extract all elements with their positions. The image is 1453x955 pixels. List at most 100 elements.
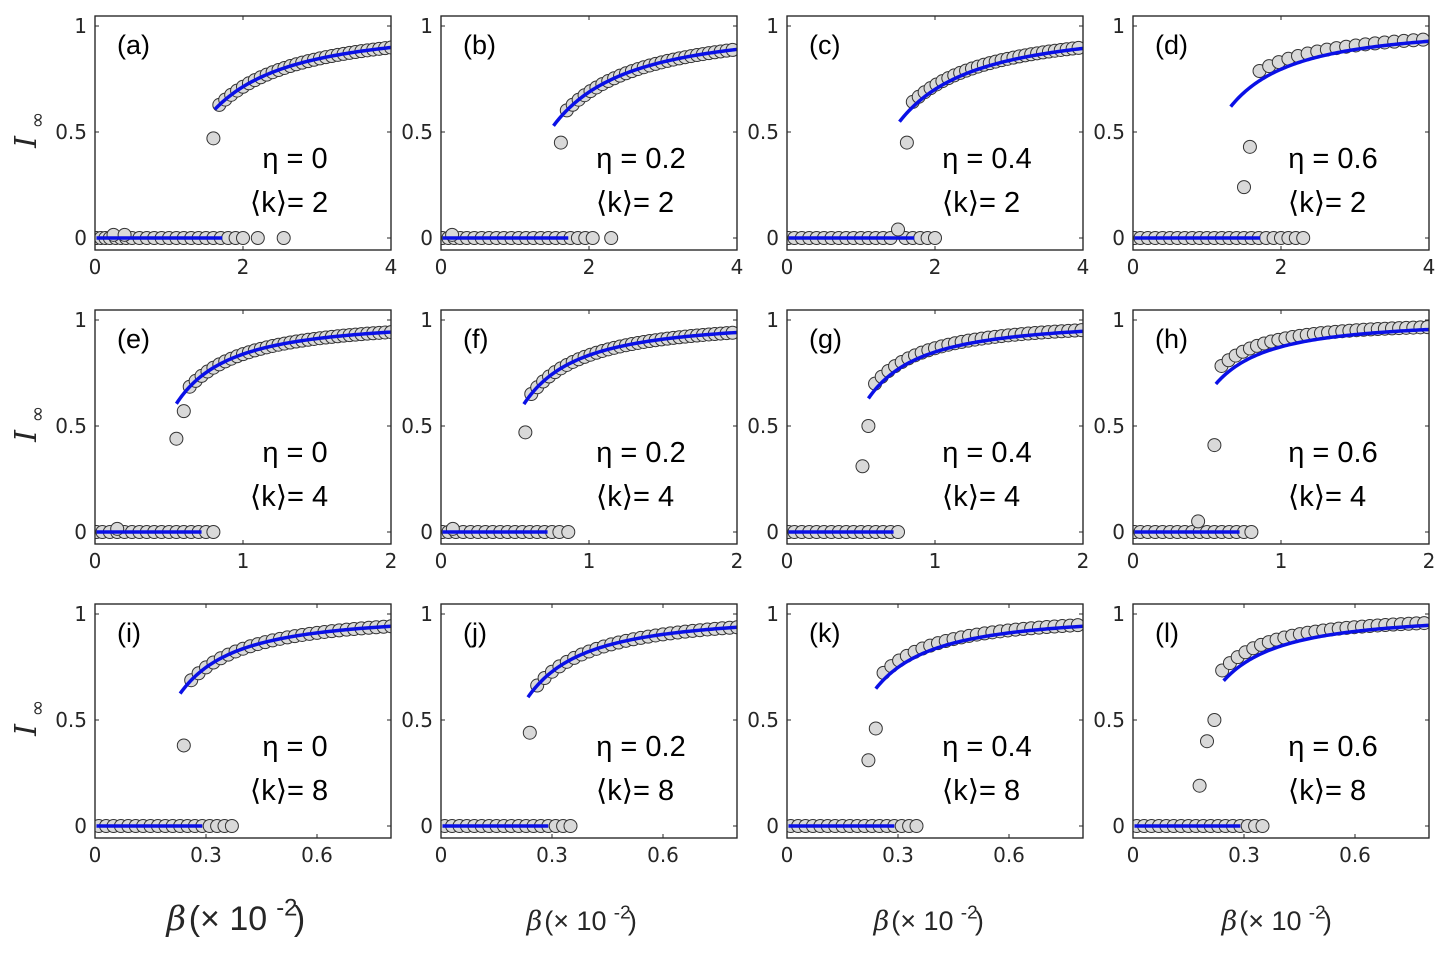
- ytick-label: 0.5: [401, 120, 433, 144]
- eta-annotation: η = 0: [262, 731, 327, 763]
- ytick-label: 0.5: [1093, 120, 1125, 144]
- xtick-label: 2: [929, 255, 942, 279]
- data-point: [206, 131, 221, 146]
- y-axis-label-subscript: ∞: [25, 112, 49, 129]
- panel-label: (i): [117, 618, 141, 648]
- data-point: [1296, 231, 1311, 245]
- plot-area: [787, 323, 1083, 539]
- data-point: [1420, 320, 1429, 335]
- ytick-label: 1: [1112, 14, 1125, 38]
- data-point: [1191, 514, 1206, 529]
- ytick-label: 0: [74, 226, 87, 250]
- xtick-label: 2: [1423, 549, 1436, 573]
- y-axis-label-subscript: ∞: [25, 406, 49, 423]
- x-axis-label-exponent: -2: [614, 903, 631, 924]
- axes-frame: [786, 603, 1084, 839]
- panel-e: 0 0.5 1 0 1 2 (e) η = 0 ⟨k⟩= 4: [55, 308, 397, 573]
- theory-curve: [874, 624, 1083, 690]
- k-annotation: ⟨k⟩= 8: [1288, 775, 1366, 807]
- ytick-label: 0: [420, 814, 433, 838]
- x-axis-label-text: (× 10: [891, 906, 953, 936]
- panel-label: (d): [1155, 30, 1188, 60]
- xtick-label: 0: [781, 843, 794, 867]
- eta-annotation: η = 0.6: [1288, 143, 1378, 175]
- data-point: [250, 231, 265, 245]
- k-annotation: ⟨k⟩= 2: [942, 187, 1020, 219]
- axes-frame: [1132, 603, 1430, 839]
- ytick-label: 0: [74, 520, 87, 544]
- ytick-label: 0: [1112, 814, 1125, 838]
- panel-l: 0 0.5 1 0 0.3 0.6 (l) η = 0.6 ⟨k⟩= 8: [1093, 602, 1430, 867]
- axes-box: [440, 603, 738, 839]
- ytick-label: 0.5: [401, 708, 433, 732]
- data-point: [276, 231, 291, 245]
- data-point: [909, 819, 924, 833]
- eta-annotation: η = 0.2: [596, 437, 686, 469]
- data-point: [518, 425, 533, 440]
- x-axis-label-symbol: β: [1221, 906, 1238, 937]
- k-annotation: ⟨k⟩= 8: [942, 775, 1020, 807]
- data-point: [1416, 32, 1429, 47]
- panel-label: (e): [117, 324, 150, 354]
- xtick-label: 0: [435, 843, 448, 867]
- x-axis-label-symbol: β: [526, 906, 543, 937]
- axes-frame: [440, 15, 738, 251]
- y-axis-label: I∞: [9, 112, 49, 149]
- panel-b: 0 0.5 1 0 2 4 (b) η = 0.2 ⟨k⟩= 2: [401, 14, 743, 279]
- panel-label: (l): [1155, 618, 1179, 648]
- plot-area: [1133, 320, 1429, 539]
- x-axis-label-close: ): [1323, 906, 1332, 936]
- axes-frame: [440, 603, 738, 839]
- plot-area: [441, 325, 737, 539]
- y-axis-label-main: I: [9, 135, 44, 149]
- ytick-label: 1: [74, 14, 87, 38]
- data-point: [1237, 180, 1251, 195]
- xtick-label: 0: [435, 549, 448, 573]
- y-axis-label-subscript: ∞: [25, 700, 49, 717]
- k-annotation: ⟨k⟩= 4: [250, 481, 328, 513]
- ytick-label: 0.5: [747, 120, 779, 144]
- theory-curve: [526, 625, 737, 699]
- data-point: [1207, 438, 1222, 453]
- xtick-label: 1: [929, 549, 942, 573]
- k-annotation: ⟨k⟩= 4: [596, 481, 674, 513]
- eta-annotation: η = 0.6: [1288, 731, 1378, 763]
- theory-curve: [1222, 623, 1429, 682]
- ytick-label: 1: [766, 602, 779, 626]
- axes-frame: [94, 603, 392, 839]
- theory-curve: [178, 624, 391, 695]
- panel-j: 0 0.5 1 0 0.3 0.6 (j) η = 0.2 ⟨k⟩= 8: [401, 602, 738, 867]
- panel-label: (j): [463, 618, 487, 648]
- panel-i: 0 0.5 1 0 0.3 0.6 (i) η = 0 ⟨k⟩= 8: [55, 602, 392, 867]
- eta-annotation: η = 0.4: [942, 143, 1032, 175]
- data-point: [224, 819, 239, 833]
- y-axis-label: I∞: [9, 700, 49, 737]
- x-axis-label-exponent: -2: [961, 903, 978, 924]
- data-point: [206, 525, 221, 539]
- x-axis-label-exponent: -2: [276, 895, 297, 922]
- data-point: [1200, 734, 1214, 749]
- ytick-label: 0.5: [55, 120, 87, 144]
- xtick-label: 0: [1127, 843, 1140, 867]
- data-point: [868, 721, 883, 736]
- xtick-label: 0.3: [536, 843, 568, 867]
- ytick-label: 0: [766, 520, 779, 544]
- k-annotation: ⟨k⟩= 2: [250, 187, 328, 219]
- plot-area: [95, 40, 391, 245]
- xtick-label: 0: [1127, 255, 1140, 279]
- panel-d: 0 0.5 1 0 2 4 (d) η = 0.6 ⟨k⟩= 2: [1093, 14, 1435, 279]
- ytick-label: 1: [420, 14, 433, 38]
- y-axis-label-main: I: [9, 429, 44, 443]
- ytick-label: 0: [766, 814, 779, 838]
- xtick-label: 0.3: [190, 843, 222, 867]
- ytick-label: 1: [766, 308, 779, 332]
- ytick-label: 0: [420, 226, 433, 250]
- plot-area: [787, 40, 1083, 245]
- x-axis-label-text: (× 10: [189, 900, 267, 938]
- xtick-label: 4: [1423, 255, 1436, 279]
- eta-annotation: η = 0.4: [942, 731, 1032, 763]
- plot-area: [441, 42, 737, 245]
- y-axis-label: I∞: [9, 406, 49, 443]
- theory-curve: [898, 46, 1083, 123]
- data-point: [522, 725, 537, 740]
